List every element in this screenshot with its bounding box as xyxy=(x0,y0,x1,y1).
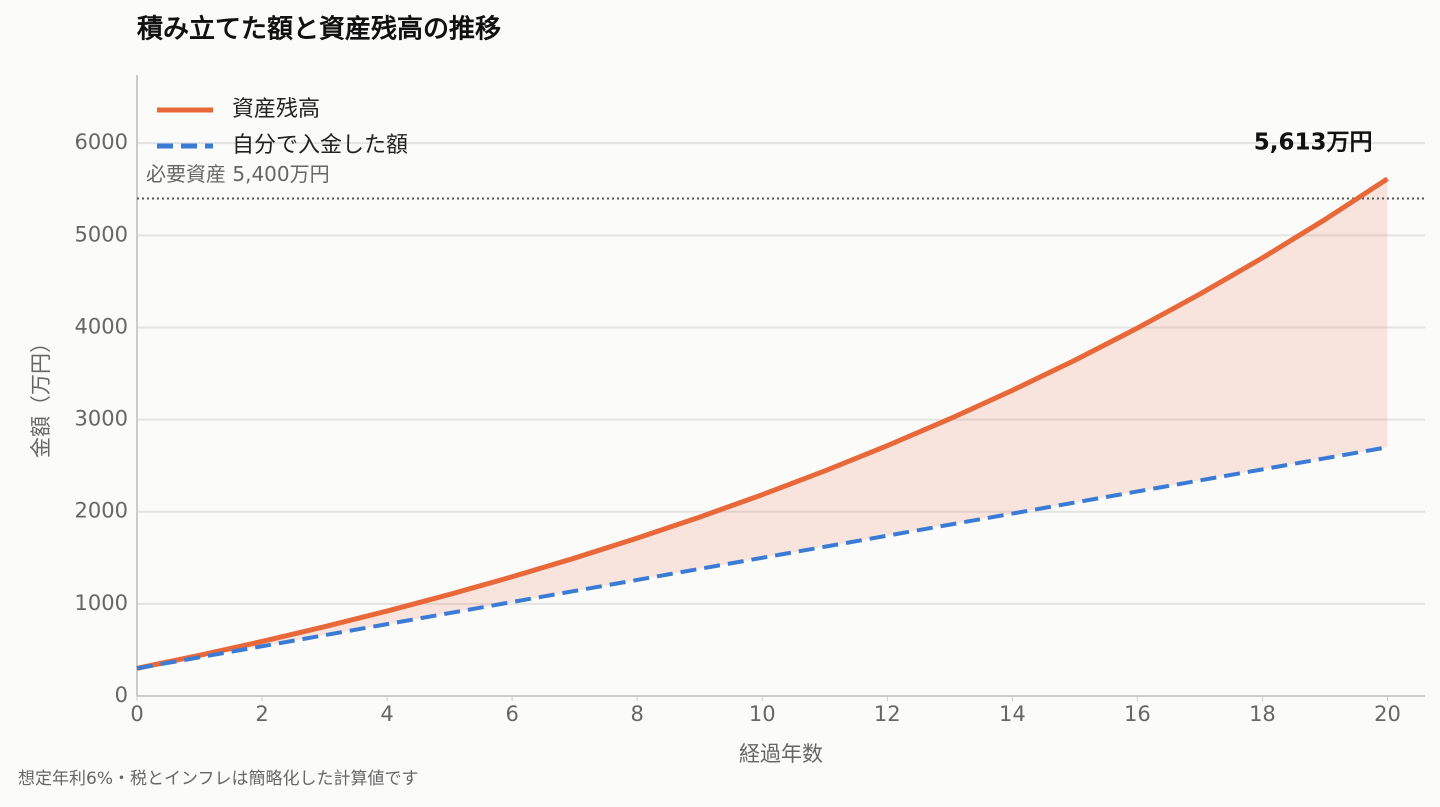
y-axis-label: 金額（万円） xyxy=(29,332,53,458)
x-tick-label: 6 xyxy=(505,702,518,726)
series-line xyxy=(136,176,1389,671)
x-axis-label: 経過年数 xyxy=(739,742,823,766)
x-tick-label: 4 xyxy=(380,702,393,726)
legend-label: 資産残高 xyxy=(232,97,320,122)
x-tick-label: 8 xyxy=(631,702,644,726)
x-tick-label: 18 xyxy=(1249,702,1276,726)
chart-title: 積み立てた額と資産残高の推移 xyxy=(137,14,501,45)
y-tick-label: 4000 xyxy=(75,314,128,338)
legend-label: 自分で入金した額 xyxy=(232,133,408,158)
series-line xyxy=(136,445,1388,671)
x-tick-label: 10 xyxy=(749,702,776,726)
x-tick-label: 2 xyxy=(255,702,268,726)
x-tick-label: 16 xyxy=(1124,702,1151,726)
y-tick-label: 6000 xyxy=(75,130,128,154)
x-tick-label: 12 xyxy=(874,702,901,726)
value-label: 5,613万円 xyxy=(1254,129,1373,155)
y-tick-label: 5000 xyxy=(75,222,128,246)
y-tick-label: 3000 xyxy=(75,407,128,431)
footnote: 想定年利6%・税とインフレは簡略化した計算値です xyxy=(18,769,418,789)
y-tick-label: 2000 xyxy=(75,499,128,523)
reference-label: 必要資産 5,400万円 xyxy=(146,162,330,186)
gap-area xyxy=(137,178,1388,669)
y-tick-label: 1000 xyxy=(75,591,128,615)
x-tick-label: 20 xyxy=(1374,702,1401,726)
y-tick-label: 0 xyxy=(115,683,128,707)
x-tick-label: 14 xyxy=(999,702,1026,726)
x-tick-label: 0 xyxy=(130,702,143,726)
